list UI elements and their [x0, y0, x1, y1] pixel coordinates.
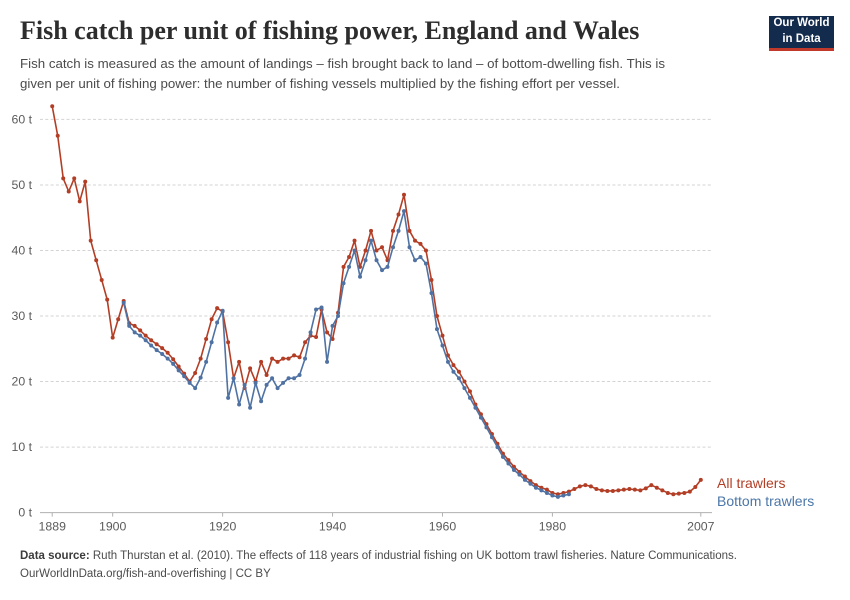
- svg-text:1940: 1940: [319, 520, 347, 534]
- svg-text:0 t: 0 t: [18, 506, 32, 520]
- svg-text:1900: 1900: [99, 520, 127, 534]
- svg-text:40 t: 40 t: [11, 243, 32, 257]
- svg-text:10 t: 10 t: [11, 440, 32, 454]
- svg-text:50 t: 50 t: [11, 178, 32, 192]
- svg-text:2007: 2007: [687, 520, 715, 534]
- svg-text:60 t: 60 t: [11, 112, 32, 126]
- svg-text:1920: 1920: [209, 520, 237, 534]
- svg-text:30 t: 30 t: [11, 309, 32, 323]
- svg-text:20 t: 20 t: [11, 375, 32, 389]
- svg-text:1980: 1980: [539, 520, 567, 534]
- svg-text:1960: 1960: [429, 520, 457, 534]
- svg-text:1889: 1889: [39, 520, 67, 534]
